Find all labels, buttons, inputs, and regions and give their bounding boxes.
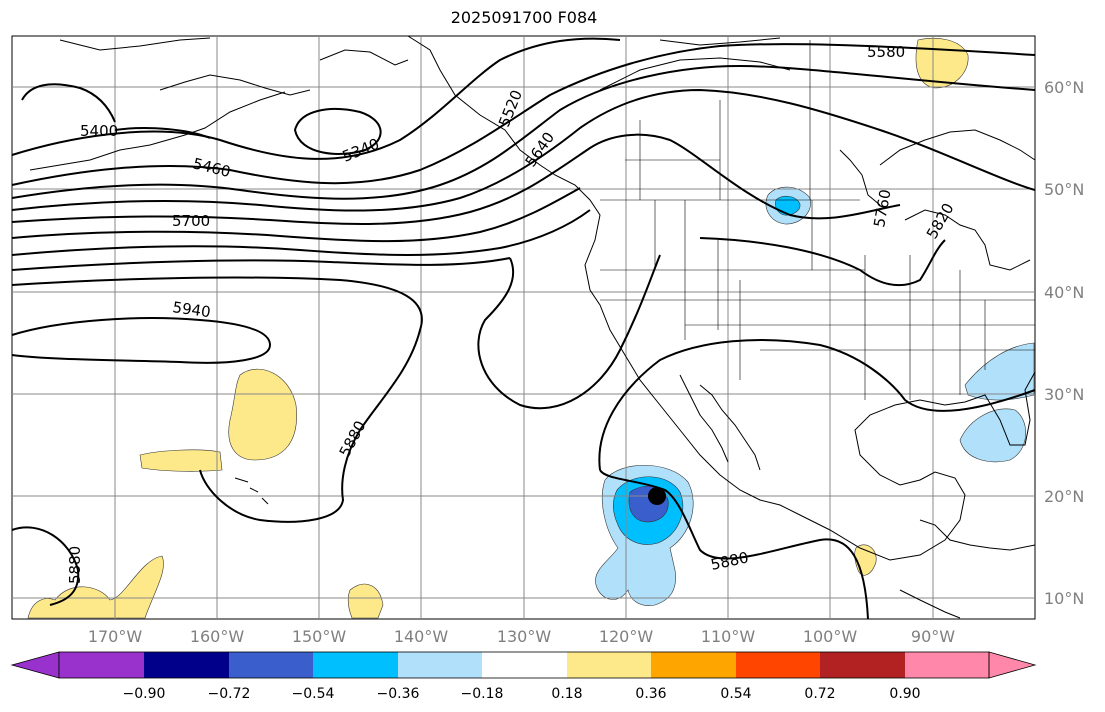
coastlines [29,35,1036,619]
colorbar-tick-label: −0.72 [208,686,251,702]
colorbar-tick-label: 0.18 [551,686,582,702]
lon-tick-label: 140°W [394,627,449,646]
lon-tick-label: 150°W [292,627,347,646]
lat-tick-label: 10°N [1044,589,1084,608]
colorbar-tick-label: −0.90 [123,686,166,702]
map-title: 2025091700 F084 [450,8,598,27]
colorbar-tick-label: −0.18 [461,686,504,702]
longitude-tick-labels: 170°W 160°W 150°W 140°W 130°W 120°W 110°… [88,627,955,646]
lon-tick-label: 100°W [803,627,858,646]
colorbar-tick-label: −0.54 [292,686,335,702]
state-borders [600,40,1035,400]
colorbar-segment [651,652,736,678]
colorbar-segment [820,652,905,678]
colorbar-low-extension [10,651,60,679]
lat-tick-label: 50°N [1044,180,1084,199]
lon-tick-label: 120°W [599,627,654,646]
colorbar-tick-label: 0.72 [804,686,835,702]
height-contours [11,37,1036,620]
colorbar-tick-label: 0.54 [720,686,751,702]
map-panel: 5400 5460 5340 5700 5940 5880 5880 5880 … [11,35,1036,620]
contour-label: 5940 [171,298,211,321]
contour-label: 5580 [867,43,905,61]
colorbar-tick-label: −0.36 [377,686,420,702]
colorbar-segment [482,652,567,678]
colorbar-segment [736,652,820,678]
colorbar [10,651,1037,679]
colorbar-high-extension [988,651,1037,679]
colorbar-segment [567,652,651,678]
latitude-tick-labels: 60°N 50°N 40°N 30°N 20°N 10°N [1044,78,1084,608]
colorbar-segment [398,652,482,678]
colorbar-segment [144,652,229,678]
lat-tick-label: 60°N [1044,78,1084,97]
colorbar-segment [905,652,989,678]
colorbar-tick-labels: −0.90 −0.72 −0.54 −0.36 −0.18 0.18 0.36 … [123,686,921,702]
colorbar-tick-label: 0.36 [635,686,666,702]
colorbar-segment [59,652,144,678]
lon-tick-label: 160°W [190,627,245,646]
lat-tick-label: 40°N [1044,283,1084,302]
graticule [12,36,1035,619]
lon-tick-label: 170°W [88,627,143,646]
contour-label: 5700 [172,212,210,230]
colorbar-tick-label: 0.90 [889,686,920,702]
lat-tick-label: 30°N [1044,385,1084,404]
contour-label: 5400 [80,122,118,140]
contour-label: 5880 [66,546,84,584]
storm-center-marker [648,487,666,505]
colorbar-segment [229,652,313,678]
lon-tick-label: 130°W [497,627,552,646]
lon-tick-label: 110°W [701,627,756,646]
colorbar-segment [313,652,398,678]
lat-tick-label: 20°N [1044,487,1084,506]
lon-tick-label: 90°W [911,627,955,646]
